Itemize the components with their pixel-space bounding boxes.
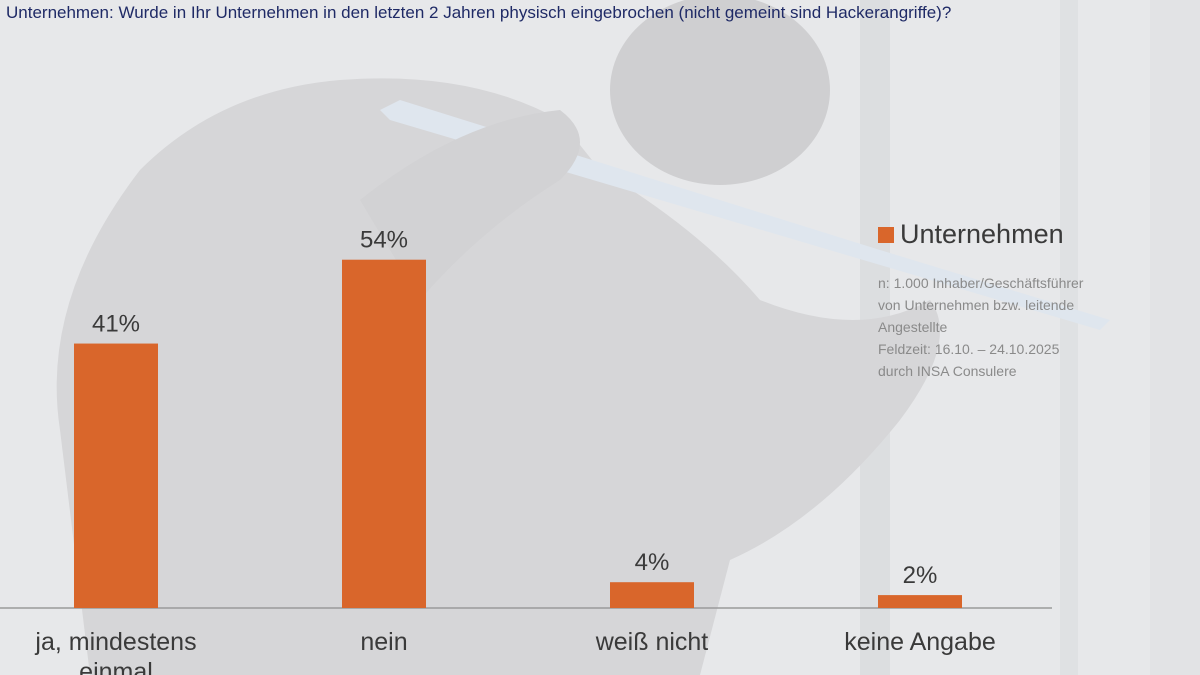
legend: Unternehmen: [878, 219, 1064, 250]
note-line: von Unternehmen bzw. leitende: [878, 297, 1075, 313]
note-line: durch INSA Consulere: [878, 363, 1017, 379]
data-label: 41%: [92, 311, 140, 338]
note-line: Feldzeit: 16.10. – 24.10.2025: [878, 341, 1060, 357]
data-label: 4%: [635, 549, 670, 576]
bar: [74, 343, 158, 608]
category-label: keine Angabe: [844, 628, 996, 656]
note-line: Angestellte: [878, 319, 948, 335]
legend-label: Unternehmen: [900, 219, 1064, 249]
bar: [342, 259, 426, 608]
category-label: nein: [360, 628, 407, 656]
legend-swatch: [878, 226, 894, 243]
chart-title: Unternehmen: Wurde in Ihr Unternehmen in…: [6, 3, 952, 22]
data-label: 54%: [360, 227, 408, 254]
category-label: ja, mindestens: [34, 628, 196, 656]
note-line: n: 1.000 Inhaber/Geschäftsführer: [878, 275, 1084, 291]
category-label: einmal: [79, 658, 153, 675]
data-label: 2%: [903, 562, 938, 589]
bar: [878, 595, 962, 608]
bar: [610, 582, 694, 608]
survey-note: n: 1.000 Inhaber/Geschäftsführer von Unt…: [878, 272, 1178, 382]
category-label: weiß nicht: [595, 628, 709, 656]
